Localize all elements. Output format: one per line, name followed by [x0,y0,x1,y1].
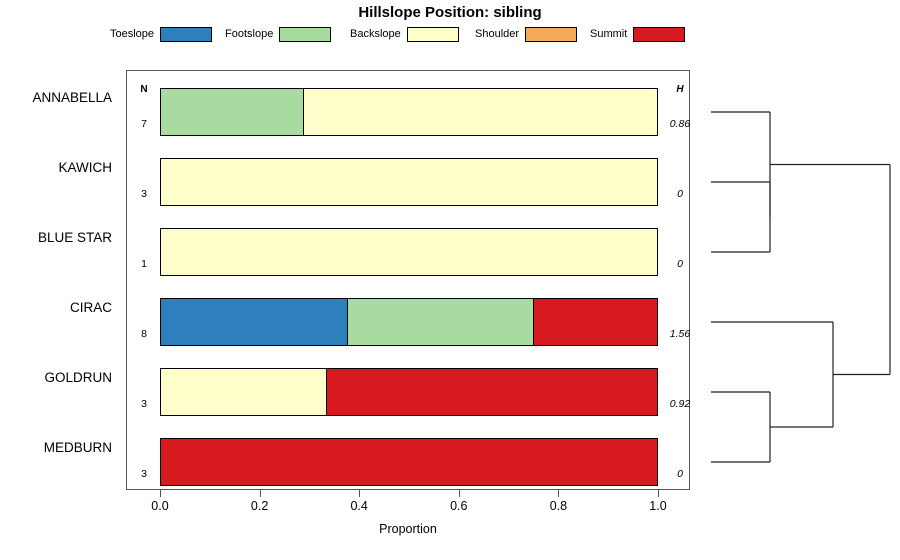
bar-segment-summit [533,299,657,345]
n-value-blue-star: 1 [141,258,147,270]
h-value-medburn: 0 [677,468,683,480]
legend-item-toeslope[interactable]: Toeslope [110,24,213,44]
legend-item-label: Backslope [350,28,401,40]
legend-swatch-footslope [279,26,332,42]
x-axis-tick-label: 0.6 [450,499,468,513]
table-row [160,298,658,346]
h-value-annabella: 0.86 [669,118,691,130]
x-axis-title: Proportion [379,522,437,536]
legend-swatch-summit [633,26,686,42]
bar-segment-toeslope [161,299,347,345]
y-axis-label-cirac: CIRAC [69,300,112,315]
x-axis-tick-label: 0.4 [350,499,368,513]
legend-item-summit[interactable]: Summit [590,24,686,44]
legend-item-shoulder[interactable]: Shoulder [475,24,578,44]
bar-segment-summit [326,369,657,415]
y-axis-label-medburn: MEDBURN [43,440,112,455]
table-row [160,88,658,136]
n-value-cirac: 8 [141,328,147,340]
n-column-header: N [140,84,148,95]
legend-item-label: Summit [590,28,628,40]
x-axis-tick [658,490,659,497]
bar-segment-backslope [302,89,657,135]
y-axis-label-kawich: KAWICH [58,160,113,175]
n-value-kawich: 3 [141,188,147,200]
table-row [160,158,658,206]
legend-item-label: Footslope [225,28,274,40]
n-value-goldrun: 3 [141,398,147,410]
legend-item-footslope[interactable]: Footslope [225,24,332,44]
h-value-goldrun: 0.92 [669,398,691,410]
n-value-annabella: 7 [141,118,147,130]
x-axis-tick-label: 0.2 [250,499,269,513]
bar-segment-backslope [161,369,327,415]
bar-segment-backslope [161,159,657,205]
n-value-medburn: 3 [141,468,147,480]
y-axis-label-goldrun: GOLDRUN [44,370,112,385]
x-axis-tick [259,490,261,497]
legend-item-label: Shoulder [475,28,520,40]
bar-segment-footslope [161,89,303,135]
legend-swatch-toeslope [160,26,213,42]
h-value-kawich: 0 [677,188,683,200]
y-axis-label-annabella: ANNABELLA [32,90,112,105]
plot-frame [126,70,690,490]
dendrogram [711,111,891,463]
legend-item-label: Toeslope [110,28,155,40]
bar-segment-footslope [347,299,533,345]
bar-segment-backslope [161,229,657,275]
table-row [160,438,658,486]
x-axis-tick [160,490,161,497]
x-axis-tick-label: 0.0 [151,499,169,513]
legend: Toeslope Footslope Backslope Shoulder Summit [110,24,710,44]
bar-segment-summit [161,439,657,485]
h-value-blue-star: 0 [677,258,683,270]
table-row [160,228,658,276]
x-axis-tick [458,490,460,497]
legend-item-backslope[interactable]: Backslope [350,24,459,44]
x-axis-tick-label: 0.8 [549,499,568,513]
h-column-header: H [676,84,684,95]
x-axis-tick [558,490,560,497]
x-axis: 0.0 0.2 0.4 0.6 0.8 1.0 [126,490,690,540]
page-title: Hillslope Position: sibling [358,4,542,21]
h-value-cirac: 1.56 [669,328,691,340]
table-row [160,368,658,416]
legend-swatch-backslope [406,26,459,42]
x-axis-tick-label: 1.0 [649,499,667,513]
legend-swatch-shoulder [525,26,578,42]
y-axis-label-blue-star: BLUE STAR [37,230,112,245]
x-axis-tick [359,490,361,497]
